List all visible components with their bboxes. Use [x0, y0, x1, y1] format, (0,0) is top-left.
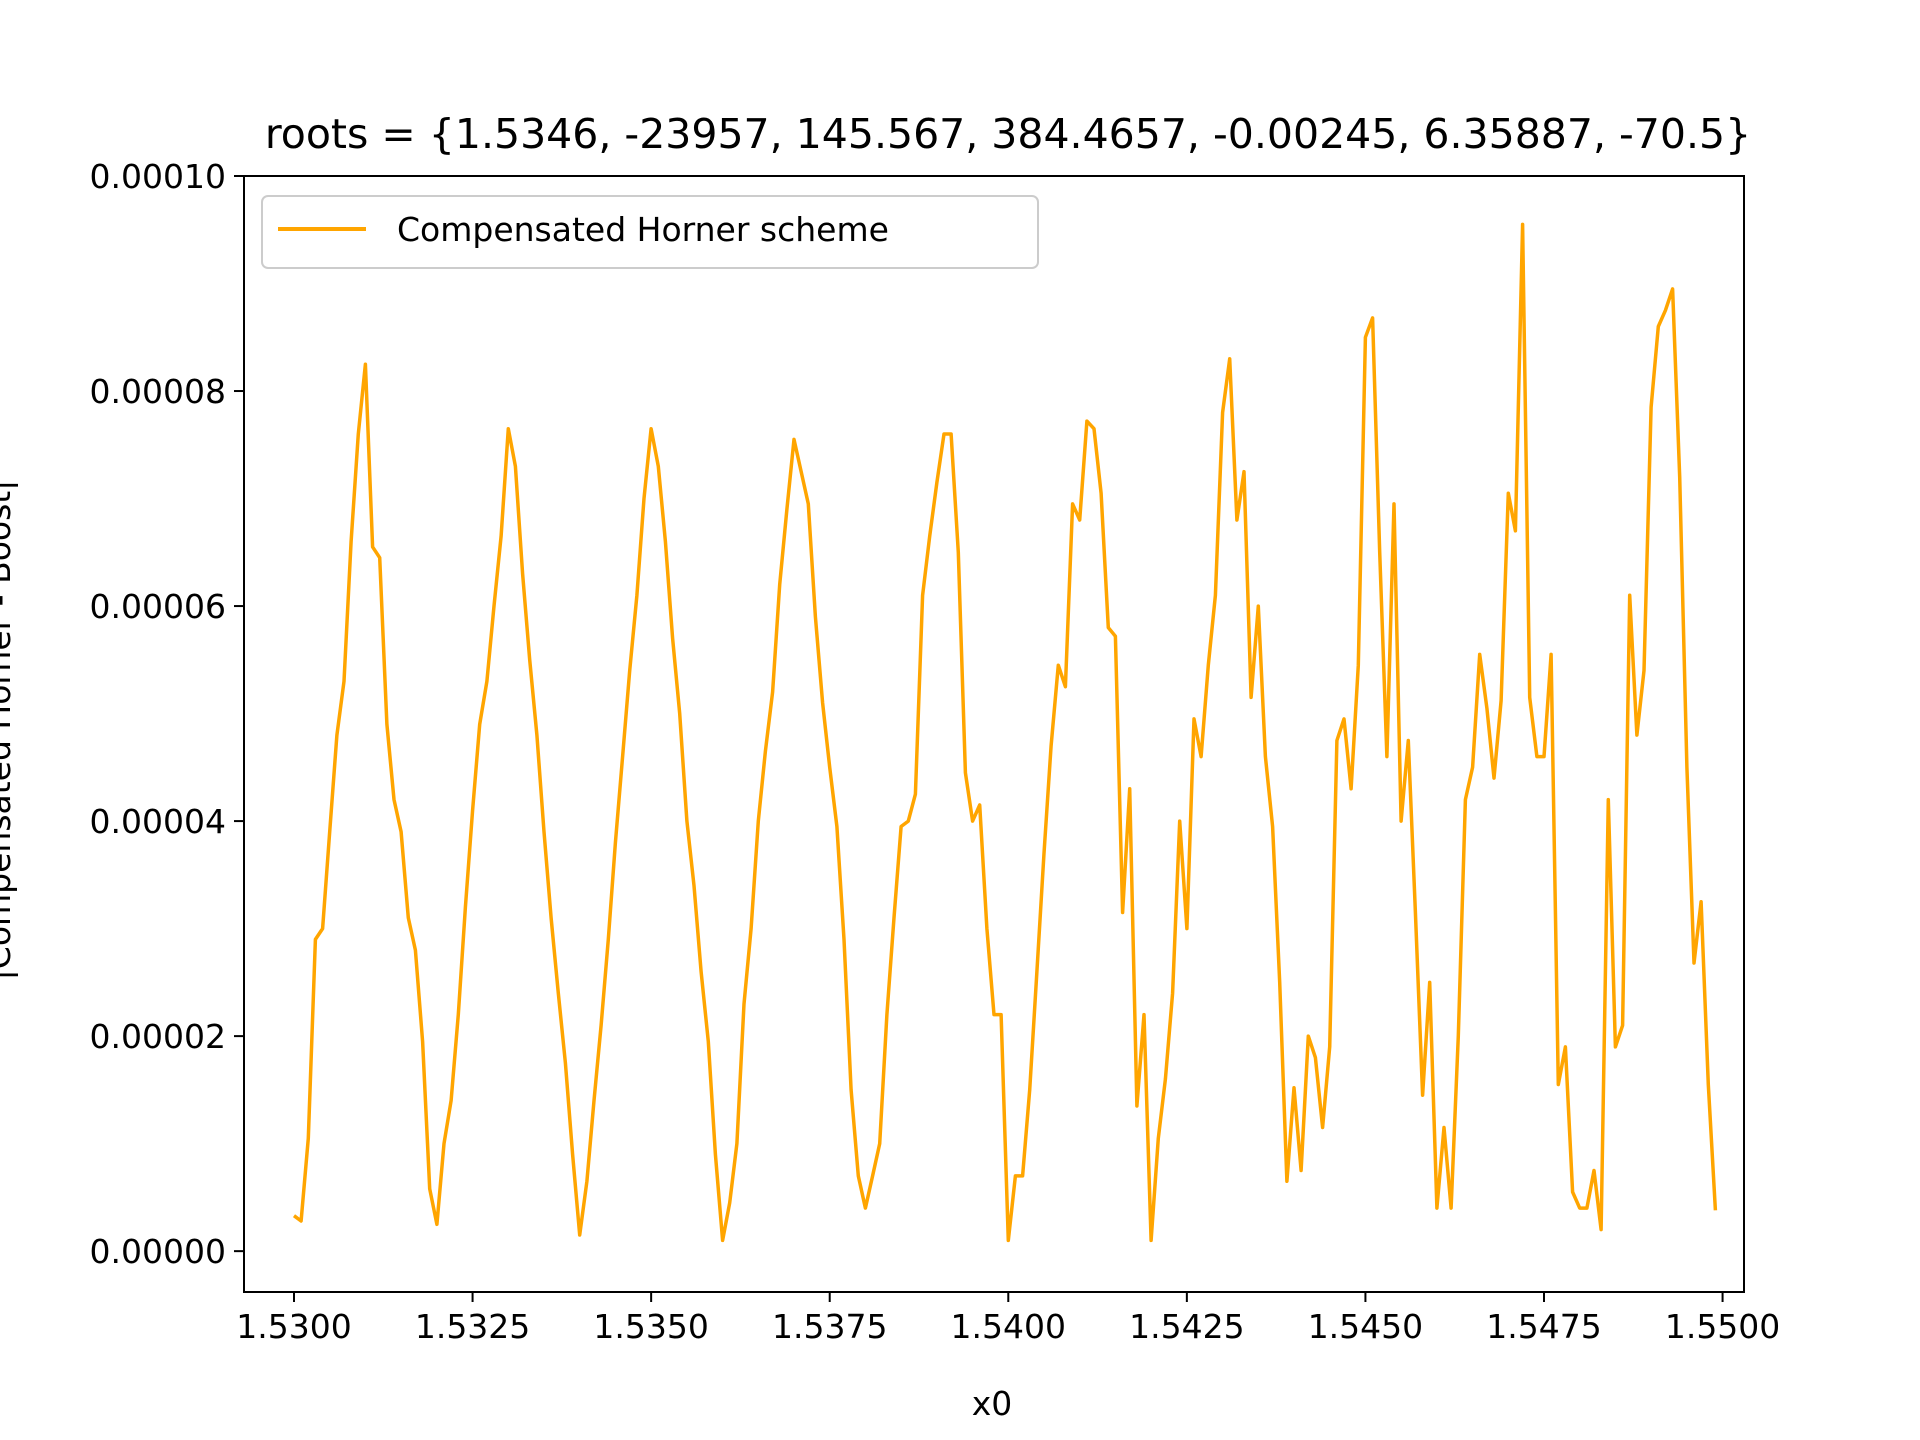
y-tick-label: 0.00002	[90, 1017, 226, 1056]
x-tick-label: 1.5400	[951, 1307, 1066, 1346]
series-line	[292, 222, 1718, 1243]
x-tick-label: 1.5450	[1308, 1307, 1423, 1346]
plot-frame	[243, 175, 1745, 1293]
x-tick-label: 1.5325	[415, 1307, 530, 1346]
x-tick-label: 1.5375	[772, 1307, 887, 1346]
y-axis-label: |Compensated Horner - Boost|	[0, 480, 18, 981]
plot-area	[292, 222, 1718, 1243]
x-tick-label: 1.5300	[236, 1307, 351, 1346]
x-tick-label: 1.5500	[1665, 1307, 1780, 1346]
y-tick-label: 0.00006	[90, 587, 226, 626]
y-tick-label: 0.00000	[90, 1232, 226, 1271]
y-tick-label: 0.00008	[90, 372, 226, 411]
chart-title: roots = {1.5346, -23957, 145.567, 384.46…	[265, 110, 1751, 158]
legend: Compensated Horner scheme	[261, 195, 1039, 269]
y-axis: 0.00000 0.00002 0.00004 0.00006 0.00008 0.000…	[90, 157, 244, 1271]
x-axis: 1.5300 1.5325 1.5350 1.5375 1.5400 1.5425 1.54…	[236, 1292, 1780, 1346]
x-tick-label: 1.5475	[1486, 1307, 1601, 1346]
y-tick-label: 0.00010	[90, 157, 226, 196]
x-tick-label: 1.5425	[1129, 1307, 1244, 1346]
legend-label: Compensated Horner scheme	[397, 210, 889, 249]
x-tick-label: 1.5350	[593, 1307, 708, 1346]
x-axis-label: x0	[972, 1384, 1013, 1423]
y-tick-label: 0.00004	[90, 802, 226, 841]
legend-box	[261, 195, 1039, 269]
